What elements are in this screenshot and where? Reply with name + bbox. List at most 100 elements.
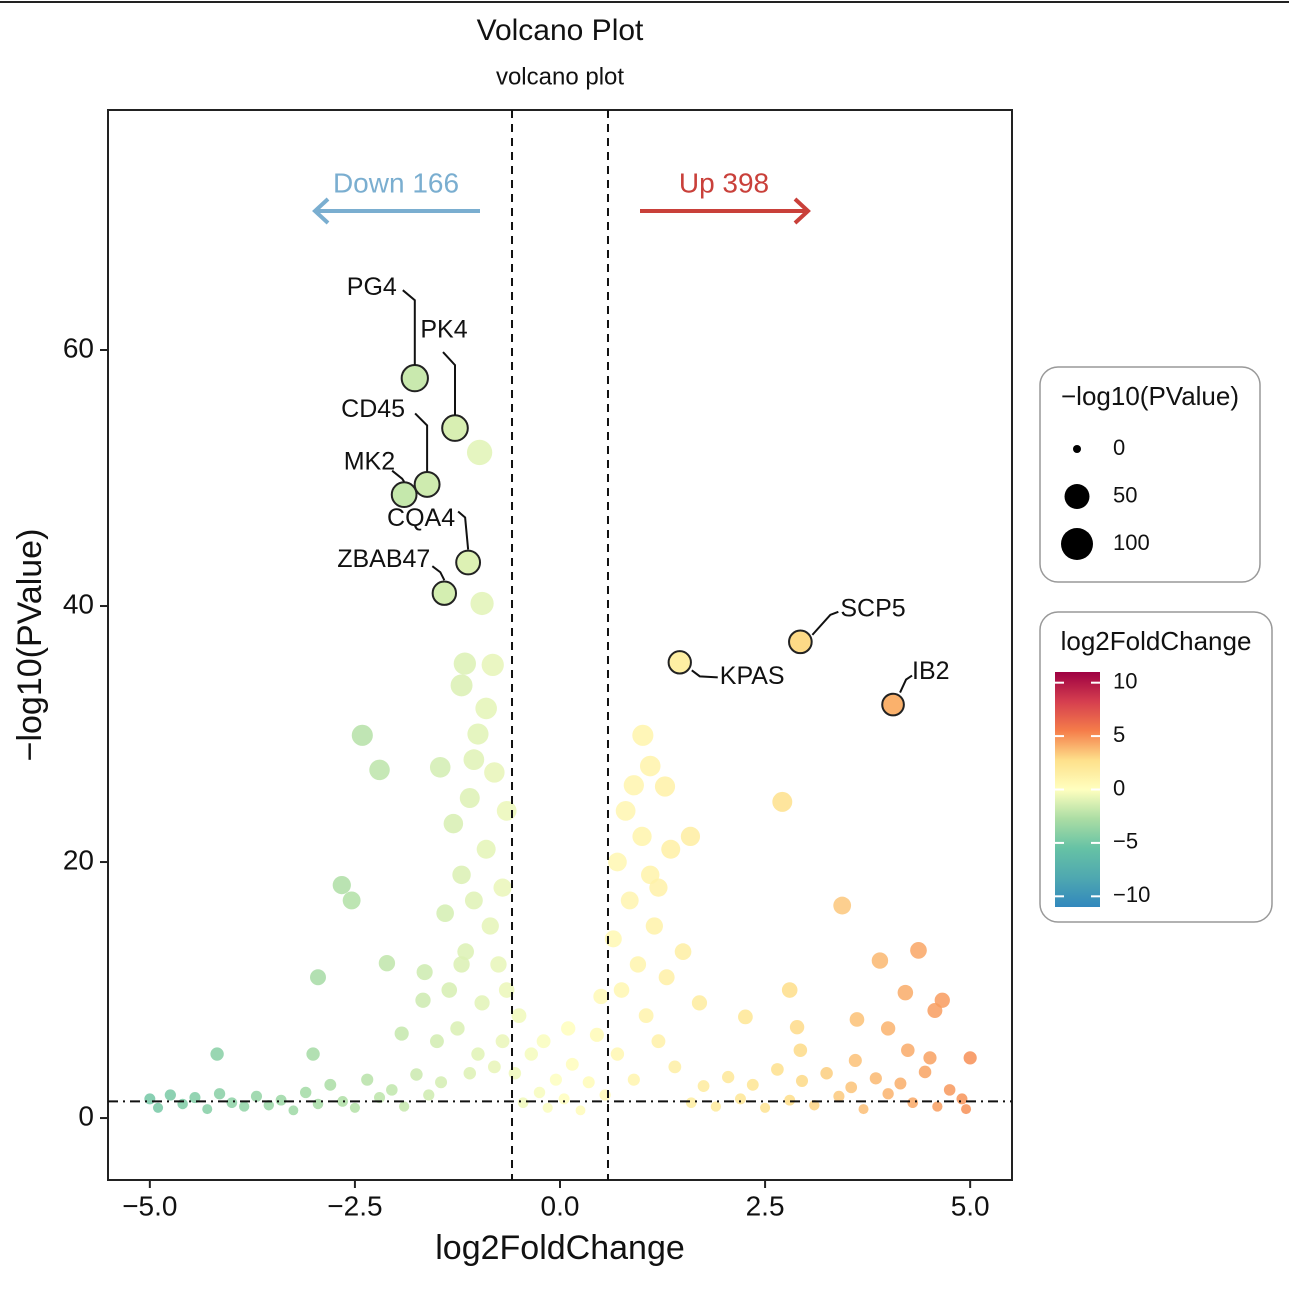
point — [927, 1003, 943, 1018]
point — [144, 1093, 156, 1105]
leader-line — [811, 610, 839, 636]
point — [649, 878, 668, 897]
point — [710, 1101, 722, 1112]
point — [202, 1104, 213, 1115]
point — [632, 826, 652, 847]
gene-label: ZBAB47 — [337, 545, 430, 573]
point — [484, 762, 505, 783]
point — [466, 439, 493, 466]
point — [467, 723, 489, 745]
point — [288, 1105, 299, 1116]
point — [923, 1051, 937, 1065]
point — [275, 1094, 287, 1106]
gene-label: MK2 — [344, 447, 395, 475]
point — [337, 1096, 348, 1107]
y-tick-label: 0 — [78, 1100, 94, 1131]
y-tick-label: 60 — [63, 332, 94, 363]
size-legend-title: −log10(PValue) — [1061, 381, 1239, 411]
point — [623, 775, 644, 796]
x-tick-label: 5.0 — [951, 1190, 990, 1221]
leader-line — [457, 510, 470, 550]
point — [661, 839, 681, 859]
point — [177, 1098, 188, 1110]
gene-label: CD45 — [341, 395, 405, 423]
color-legend-title: log2FoldChange — [1061, 626, 1252, 656]
point — [833, 896, 852, 915]
point — [820, 1066, 833, 1080]
size-legend-box — [1039, 366, 1261, 583]
point — [386, 1084, 398, 1096]
point — [496, 800, 517, 821]
annotation: Up 398 — [679, 167, 769, 198]
point — [342, 891, 361, 910]
point — [324, 1078, 337, 1091]
gene-label: KPAS — [720, 662, 785, 690]
point — [423, 1089, 435, 1101]
point — [511, 1008, 527, 1024]
point — [784, 1094, 796, 1106]
point — [918, 1065, 932, 1079]
point — [435, 1076, 448, 1089]
point — [680, 826, 701, 847]
point — [882, 1088, 894, 1100]
point — [524, 1047, 538, 1061]
gene-label: CQA4 — [387, 504, 455, 532]
point — [394, 1026, 409, 1041]
point — [691, 995, 708, 1011]
point — [963, 1051, 977, 1065]
point — [452, 865, 471, 885]
point — [312, 1098, 324, 1110]
point — [645, 917, 663, 935]
size-legend-key — [1061, 528, 1093, 560]
point — [738, 1009, 753, 1025]
point — [604, 930, 622, 948]
point — [629, 956, 647, 973]
point — [565, 1057, 579, 1071]
point — [239, 1101, 250, 1112]
point — [561, 1021, 576, 1036]
point — [760, 1102, 771, 1113]
leader-line — [391, 469, 405, 483]
point — [487, 1060, 501, 1074]
point — [441, 982, 458, 998]
point — [536, 1034, 551, 1049]
point — [463, 1066, 477, 1080]
size-legend-key — [1073, 445, 1081, 453]
point — [858, 1104, 869, 1115]
gene-label: SCP5 — [840, 594, 905, 622]
leader-line — [431, 565, 446, 581]
point — [549, 1073, 562, 1086]
point — [481, 653, 504, 677]
point — [809, 1100, 820, 1111]
point — [746, 1078, 759, 1091]
point — [599, 1089, 611, 1101]
gene-point — [400, 364, 429, 393]
y-axis-title: −log10(PValue) — [11, 529, 49, 762]
size-legend-key — [1064, 484, 1090, 509]
point — [620, 891, 639, 910]
point — [589, 1027, 604, 1042]
point — [961, 1104, 972, 1115]
point — [430, 1034, 444, 1049]
chart-subtitle: volcano plot — [496, 63, 624, 90]
point — [349, 1102, 360, 1113]
point — [189, 1092, 201, 1104]
point — [722, 1070, 735, 1084]
point — [608, 852, 627, 872]
gene-label: PK4 — [420, 316, 467, 344]
point — [490, 956, 507, 973]
gene-point — [413, 470, 441, 498]
x-axis-title: log2FoldChange — [435, 1229, 685, 1267]
point — [789, 1019, 805, 1035]
point — [464, 891, 483, 910]
point — [793, 1043, 808, 1057]
point — [781, 982, 798, 998]
point — [533, 1086, 546, 1099]
point — [457, 943, 474, 960]
point — [332, 875, 351, 895]
point — [470, 591, 494, 616]
leader-line — [899, 674, 913, 694]
point — [475, 697, 497, 720]
point — [613, 982, 630, 998]
